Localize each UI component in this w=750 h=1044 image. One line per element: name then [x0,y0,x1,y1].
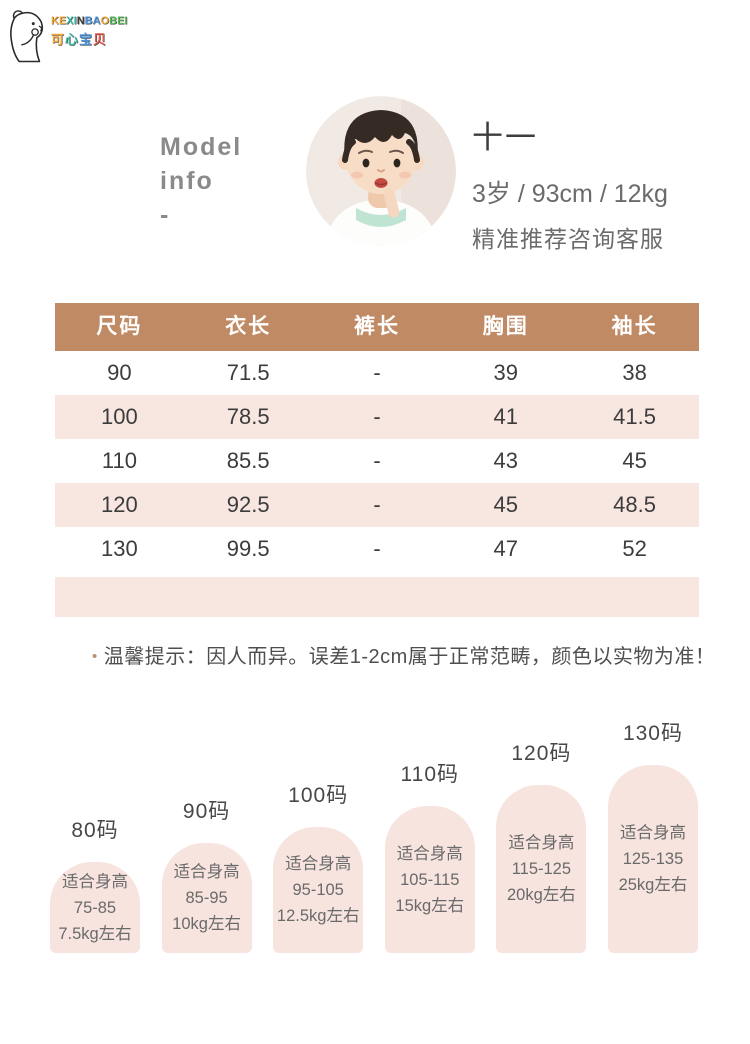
col-header-pants: 裤长 [353,315,400,338]
size-table: 尺码 衣长 裤长 胸围 袖长 90 71.5 - 39 38 100 78.5 … [55,303,699,617]
size-card-label: 110码 [400,763,460,786]
size-card-label: 120码 [511,742,572,765]
size-card-120: 120码 适合身高 115-125 20kg左右 [496,737,587,953]
size-card: 适合身高 125-135 25kg左右 [607,765,698,953]
size-card: 适合身高 105-115 15kg左右 [384,806,475,953]
size-card-100: 100码 适合身高 95-105 12.5kg左右 [273,779,364,953]
brand-name: KEXINBAOBEI 可心宝贝 [51,15,128,47]
size-card: 适合身高 95-105 12.5kg左右 [273,827,364,953]
col-header-length: 衣长 [225,315,272,338]
model-photo [306,96,456,246]
table-row: 100 78.5 - 41 41.5 [55,395,699,439]
size-card-80: 80码 适合身高 75-85 7.5kg左右 [50,814,140,953]
table-row: 130 99.5 - 47 52 [55,527,699,571]
size-card-130: 130码 适合身高 125-135 25kg左右 [607,717,698,953]
size-card: 适合身高 75-85 7.5kg左右 [50,862,140,953]
table-row: 120 92.5 - 45 48.5 [55,483,699,527]
brand-name-latin: KEXINBAOBEI [51,15,128,27]
model-meta: 十一 3岁 / 93cm / 12kg 精准推荐咨询客服 [472,112,668,254]
col-header-sleeve: 袖长 [611,315,658,338]
bullet-icon: • [92,648,98,665]
size-card-label: 100码 [288,784,349,807]
col-header-size: 尺码 [96,315,143,338]
size-card-90: 90码 适合身高 85-95 10kg左右 [161,795,252,953]
table-footer-band [55,577,699,617]
model-info-heading: Model info - [160,133,243,229]
size-card-label: 90码 [182,800,231,823]
bear-mascot-icon [10,10,44,63]
size-card-110: 110码 适合身高 105-115 15kg左右 [384,758,475,953]
tip-text: 温馨提示：因人而异。误差1-2cm属于正常范畴，颜色以实物为准！ [103,646,716,668]
size-table-header: 尺码 衣长 裤长 胸围 袖长 [55,303,699,351]
tip-note: • 温馨提示：因人而异。误差1-2cm属于正常范畴，颜色以实物为准！ [92,640,715,669]
size-card: 适合身高 115-125 20kg左右 [496,785,587,953]
brand-name-chinese: 可心宝贝 [51,32,108,47]
table-row: 90 71.5 - 39 38 [55,351,699,395]
brand-logo: KEXINBAOBEI 可心宝贝 [4,2,154,72]
size-cards: 80码 适合身高 75-85 7.5kg左右 90码 适合身高 85-95 10… [50,722,698,953]
col-header-chest: 胸围 [482,315,529,338]
model-stats: 3岁 / 93cm / 12kg [472,180,668,208]
model-service-note: 精准推荐咨询客服 [472,226,664,252]
size-card-label: 130码 [622,722,683,745]
size-card: 适合身高 85-95 10kg左右 [161,843,252,953]
size-card-label: 80码 [71,819,119,842]
table-row: 110 85.5 - 43 45 [55,439,699,483]
model-name: 十一 [472,120,538,155]
child-avatar [306,96,456,246]
